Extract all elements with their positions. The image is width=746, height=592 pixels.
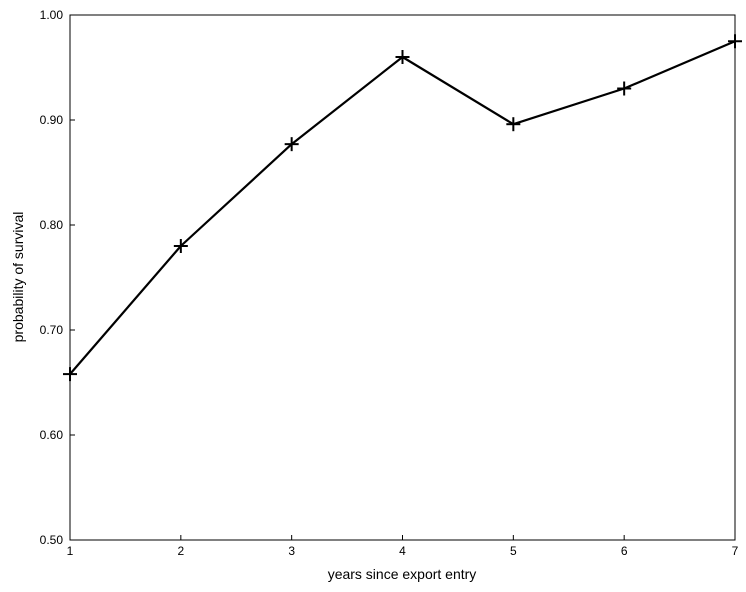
y-tick-label: 0.60 — [40, 428, 64, 442]
y-tick-label: 0.80 — [40, 218, 64, 232]
x-tick-label: 7 — [732, 544, 739, 558]
data-point-marker — [506, 117, 521, 132]
series-line — [69, 40, 736, 375]
x-tick-label: 2 — [177, 544, 184, 558]
y-axis: 0.50 0.60 0.70 0.80 0.90 1.00 — [40, 8, 75, 547]
y-tick-label: 1.00 — [40, 8, 64, 22]
data-point-marker — [63, 367, 77, 382]
data-point-marker — [284, 137, 299, 152]
x-axis: 1 2 3 4 5 6 7 — [67, 535, 739, 558]
data-point-marker — [617, 81, 632, 96]
x-tick-label: 6 — [621, 544, 628, 558]
y-tick-label: 0.90 — [40, 113, 64, 127]
data-point-marker — [173, 239, 188, 253]
x-tick-label: 4 — [399, 544, 406, 558]
data-point-marker — [728, 34, 742, 49]
y-tick-label: 0.50 — [40, 533, 64, 547]
x-tick-label: 1 — [67, 544, 74, 558]
plot-frame — [69, 14, 736, 541]
data-markers — [63, 34, 742, 382]
y-axis-title: probability of survival — [10, 212, 26, 343]
x-axis-title: years since export entry — [328, 566, 477, 582]
y-tick-label: 0.70 — [40, 323, 64, 337]
x-tick-label: 5 — [510, 544, 517, 558]
x-tick-label: 3 — [288, 544, 295, 558]
data-point-marker — [395, 50, 410, 64]
